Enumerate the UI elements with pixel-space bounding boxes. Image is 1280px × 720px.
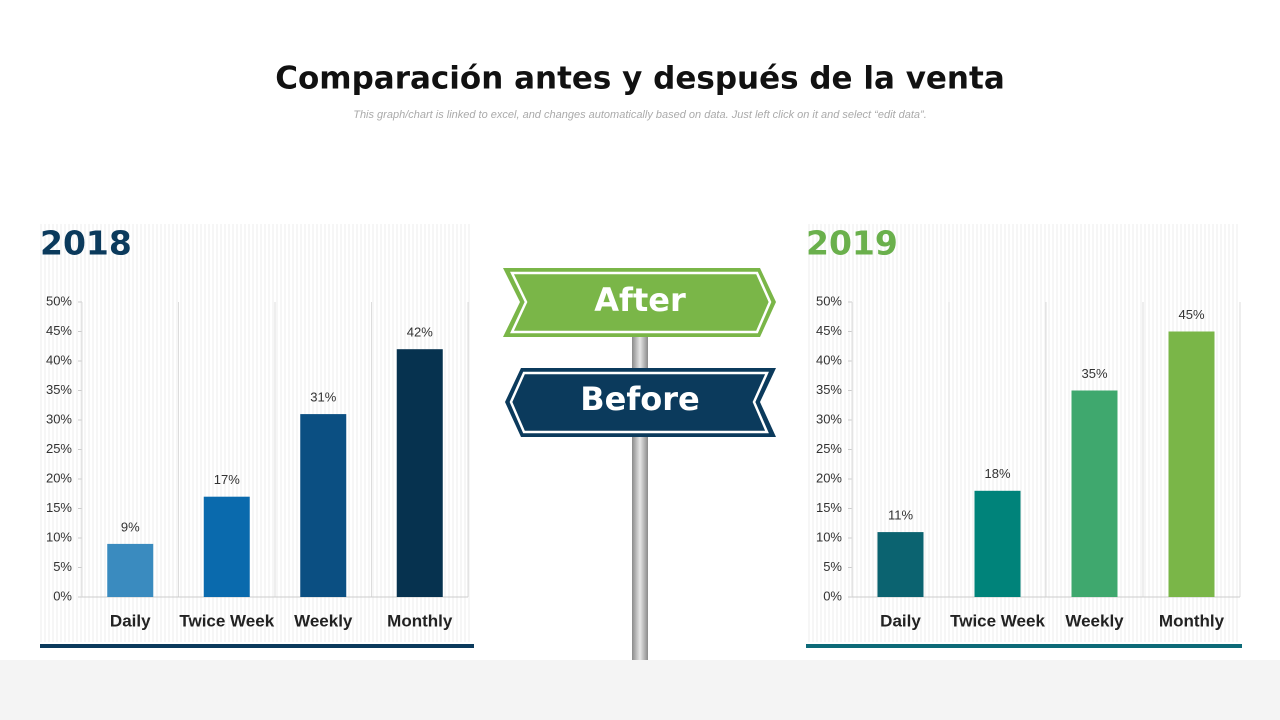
y-tick-label: 0% bbox=[823, 588, 842, 603]
x-tick-label: Daily bbox=[880, 611, 921, 630]
value-label: 18% bbox=[984, 466, 1010, 481]
y-tick-label: 40% bbox=[46, 352, 72, 367]
bar bbox=[974, 490, 1021, 597]
y-tick-label: 35% bbox=[816, 382, 842, 397]
y-tick-label: 45% bbox=[816, 323, 842, 338]
x-tick-label: Daily bbox=[110, 611, 151, 630]
before-sign-border bbox=[509, 371, 769, 434]
before-sign bbox=[505, 368, 776, 437]
value-label: 31% bbox=[310, 390, 336, 405]
value-label: 35% bbox=[1081, 366, 1107, 381]
bar bbox=[877, 532, 924, 597]
chart-title: 2018 bbox=[40, 224, 132, 263]
x-tick-label: Twice Week bbox=[950, 611, 1045, 630]
y-tick-label: 20% bbox=[46, 470, 72, 485]
x-tick-label: Monthly bbox=[387, 611, 453, 630]
y-tick-label: 30% bbox=[46, 411, 72, 426]
x-tick-label: Twice Week bbox=[179, 611, 274, 630]
bar bbox=[396, 349, 443, 597]
x-tick-label: Weekly bbox=[294, 611, 353, 630]
bar bbox=[203, 496, 250, 597]
y-tick-label: 20% bbox=[816, 470, 842, 485]
y-tick-label: 5% bbox=[823, 559, 842, 574]
bar bbox=[300, 414, 347, 597]
page-subtitle: This graph/chart is linked to excel, and… bbox=[353, 109, 927, 121]
y-tick-label: 10% bbox=[816, 529, 842, 544]
y-tick-label: 50% bbox=[816, 293, 842, 308]
chart-title: 2019 bbox=[806, 224, 898, 263]
y-tick-label: 0% bbox=[53, 588, 72, 603]
bar bbox=[107, 543, 154, 597]
y-tick-label: 15% bbox=[816, 500, 842, 515]
value-label: 45% bbox=[1178, 307, 1204, 322]
bottom-rule bbox=[806, 644, 1242, 648]
y-tick-label: 45% bbox=[46, 323, 72, 338]
bar bbox=[1071, 390, 1118, 597]
bottom-rule bbox=[40, 644, 474, 648]
y-tick-label: 5% bbox=[53, 559, 72, 574]
y-tick-label: 15% bbox=[46, 500, 72, 515]
x-tick-label: Weekly bbox=[1065, 611, 1124, 630]
after-sign-border bbox=[510, 271, 772, 334]
after-label: After bbox=[594, 281, 686, 319]
bar bbox=[1168, 331, 1215, 597]
y-tick-label: 30% bbox=[816, 411, 842, 426]
value-label: 11% bbox=[888, 508, 913, 523]
y-tick-label: 25% bbox=[816, 441, 842, 456]
y-tick-label: 40% bbox=[816, 352, 842, 367]
value-label: 9% bbox=[121, 519, 140, 534]
footer-band bbox=[0, 660, 1280, 720]
after-sign bbox=[503, 268, 776, 337]
y-tick-label: 10% bbox=[46, 529, 72, 544]
value-label: 42% bbox=[407, 325, 433, 340]
y-tick-label: 35% bbox=[46, 382, 72, 397]
page-title: Comparación antes y después de la venta bbox=[275, 61, 1004, 97]
before-label: Before bbox=[580, 380, 699, 418]
value-label: 17% bbox=[214, 472, 240, 487]
y-tick-label: 50% bbox=[46, 293, 72, 308]
x-tick-label: Monthly bbox=[1159, 611, 1225, 630]
y-tick-label: 25% bbox=[46, 441, 72, 456]
